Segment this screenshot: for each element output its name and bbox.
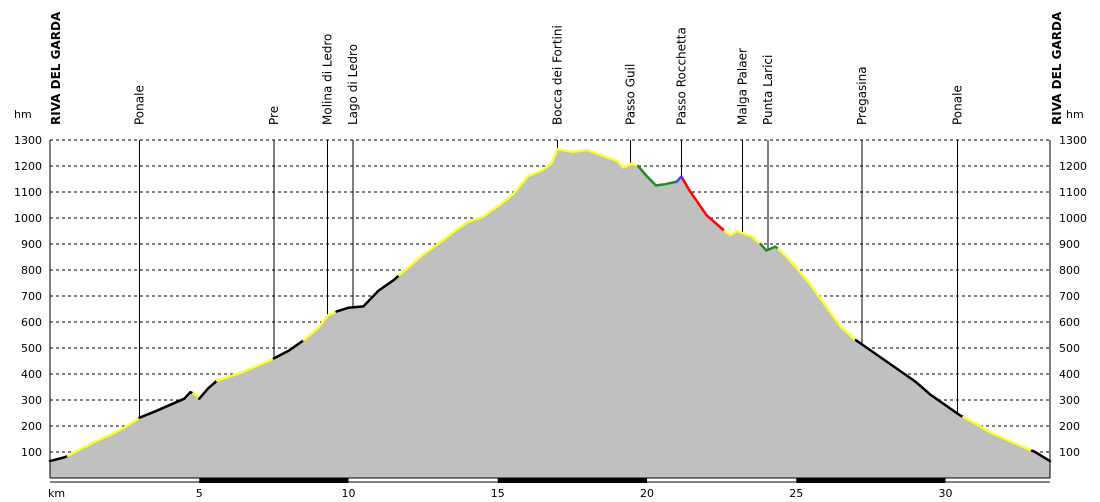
y-tick-label-right: 1100 bbox=[1059, 186, 1087, 199]
profile-segment bbox=[138, 390, 195, 419]
waypoint-markers bbox=[139, 140, 958, 418]
x-tick-label: 15 bbox=[491, 487, 505, 500]
waypoint-label: Malga Palaer bbox=[736, 48, 750, 125]
waypoint-label: Ponale bbox=[950, 85, 964, 125]
profile-segment bbox=[723, 229, 762, 246]
scale-bar-block bbox=[796, 478, 946, 483]
y-tick-label-left: 1300 bbox=[14, 134, 42, 147]
waypoint-label: Bocca dei Fortini bbox=[550, 25, 564, 125]
profile-segment bbox=[1030, 449, 1052, 463]
scale-bar-block bbox=[199, 478, 349, 483]
axes bbox=[49, 140, 1051, 483]
y-tick-label-right: 700 bbox=[1059, 290, 1080, 303]
y-tick-label-left: 500 bbox=[21, 342, 42, 355]
y-tick-label-left: 200 bbox=[21, 420, 42, 433]
profile-segment bbox=[302, 310, 338, 342]
waypoint-label: Passo Rocchetta bbox=[674, 27, 688, 125]
scale-bar-block bbox=[497, 478, 648, 483]
profile-segment bbox=[398, 147, 640, 277]
y-tick-label-right: 1000 bbox=[1059, 212, 1087, 225]
elevation-area bbox=[50, 149, 1050, 478]
profile-segment bbox=[272, 338, 305, 360]
waypoint-label: Molina di Ledro bbox=[321, 34, 335, 125]
waypoint-label: RIVA DEL GARDA bbox=[1050, 11, 1064, 125]
y-tick-label-left: 300 bbox=[21, 394, 42, 407]
profile-segment bbox=[777, 247, 858, 342]
y-tick-label-left: 1100 bbox=[14, 186, 42, 199]
profile-segment bbox=[854, 338, 965, 419]
waypoint-labels: RIVA DEL GARDA Ponale Pre Molina di Ledro La… bbox=[49, 11, 1064, 125]
x-tick-label: 5 bbox=[196, 487, 203, 500]
waypoint-label: RIVA DEL GARDA bbox=[49, 11, 63, 125]
waypoint-label: Pregasina bbox=[855, 66, 869, 125]
waypoint-label: Passo Guil bbox=[624, 64, 638, 125]
y-tick-label-left: 1000 bbox=[14, 212, 42, 225]
y-tick-label-left: 100 bbox=[21, 446, 42, 459]
y-tick-label-left: 400 bbox=[21, 368, 42, 381]
y-tick-label-right: 800 bbox=[1059, 264, 1080, 277]
profile-segment bbox=[636, 164, 679, 187]
y-tick-label-left: 700 bbox=[21, 290, 42, 303]
profile-segment bbox=[335, 273, 401, 313]
profile-segment bbox=[759, 242, 780, 252]
y-axis-label-left: hm bbox=[14, 108, 32, 121]
profile-segment bbox=[66, 416, 141, 457]
y-axis-label-right: hm bbox=[1066, 108, 1084, 121]
profile-segment bbox=[681, 177, 726, 233]
profile-segment bbox=[192, 392, 201, 400]
y-tick-label-right: 600 bbox=[1059, 316, 1080, 329]
x-tick-label: 25 bbox=[789, 487, 803, 500]
profile-segment bbox=[215, 357, 276, 382]
x-axis-label: km bbox=[48, 487, 65, 500]
x-tick-label: 20 bbox=[640, 487, 654, 500]
y-tick-label-left: 900 bbox=[21, 238, 42, 251]
y-tick-label-right: 900 bbox=[1059, 238, 1080, 251]
y-tick-labels: 100 100 200 200 300 300 400 400 500 500 600 600 700 7… bbox=[14, 108, 1087, 459]
profile-segment bbox=[962, 415, 1034, 452]
y-tick-label-right: 1200 bbox=[1059, 160, 1087, 173]
profile-segment bbox=[198, 379, 219, 400]
waypoint-label: Ponale bbox=[133, 85, 147, 125]
y-tick-label-left: 800 bbox=[21, 264, 42, 277]
y-tick-label-right: 200 bbox=[1059, 420, 1080, 433]
waypoint-label: Lago di Ledro bbox=[346, 44, 360, 125]
waypoint-label: Punta Larici bbox=[761, 55, 775, 125]
y-tick-label-right: 400 bbox=[1059, 368, 1080, 381]
x-tick-labels: 5 10 15 20 25 30 bbox=[196, 487, 953, 500]
waypoint-label: Pre bbox=[267, 106, 281, 125]
x-tick-label: 10 bbox=[342, 487, 356, 500]
y-tick-label-right: 500 bbox=[1059, 342, 1080, 355]
y-tick-label-left: 600 bbox=[21, 316, 42, 329]
y-tick-label-right: 100 bbox=[1059, 446, 1080, 459]
y-tick-label-left: 1200 bbox=[14, 160, 42, 173]
y-tick-label-right: 300 bbox=[1059, 394, 1080, 407]
x-tick-label: 30 bbox=[939, 487, 953, 500]
y-tick-label-right: 1300 bbox=[1059, 134, 1087, 147]
profile-segments bbox=[48, 147, 1052, 463]
